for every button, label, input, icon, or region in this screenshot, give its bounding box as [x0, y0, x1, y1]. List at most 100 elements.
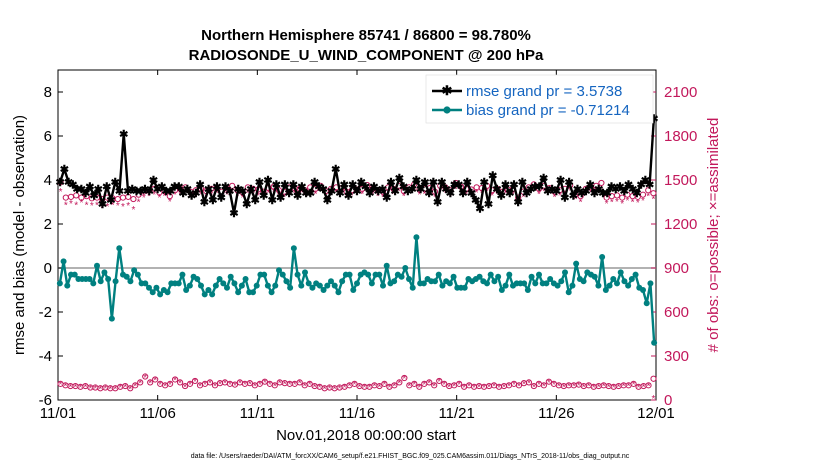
- obs-assimilated-marker: *: [592, 383, 596, 394]
- axis-ticks: 11/01 11/06 11/11 11/16 11/21 11/26 12/01 -6 -4 -…: [39, 70, 697, 422]
- obs-assimilated-marker: *: [627, 382, 631, 393]
- obs-assimilated-marker: *: [647, 382, 651, 393]
- obs-assimilated-marker: *: [225, 190, 229, 201]
- obs-assimilated-marker: *: [79, 198, 83, 209]
- rmse-point: ✱: [649, 113, 658, 125]
- obs-assimilated-marker: *: [116, 201, 120, 212]
- bias-point: [328, 278, 334, 285]
- rmse-point: ✱: [187, 190, 196, 202]
- obs-assimilated-marker: *: [407, 382, 411, 393]
- bias-point: [194, 276, 201, 282]
- obs-assimilated-marker: *: [495, 189, 499, 200]
- obs-assimilated-marker: *: [617, 382, 621, 393]
- obs-assimilated-marker: *: [241, 193, 245, 204]
- bias-point: [651, 339, 658, 346]
- obs-assimilated-marker: *: [567, 382, 571, 393]
- y-right-tick-label: 900: [664, 260, 689, 277]
- bias-point: [484, 280, 490, 287]
- obs-possible-marker: [127, 385, 134, 392]
- obs-assimilated-marker: *: [188, 380, 192, 391]
- obs-assimilated-marker: *: [256, 191, 260, 202]
- obs-assimilated-marker: *: [537, 380, 541, 391]
- bias-point: [101, 269, 108, 276]
- rmse-point: ✱: [501, 179, 510, 191]
- obs-assimilated-marker: *: [268, 380, 272, 391]
- bias-point: [562, 269, 568, 276]
- bias-point: [524, 287, 531, 293]
- bias-point: [558, 278, 565, 285]
- obs-assimilated-marker: *: [278, 379, 282, 390]
- obs-assimilated-marker: *: [602, 382, 606, 393]
- obs-possible-marker: [206, 379, 214, 386]
- obs-possible-marker: [306, 380, 313, 387]
- rmse-point: ✱: [94, 184, 103, 196]
- obs-possible-marker: [426, 379, 433, 386]
- bias-point: [398, 273, 405, 280]
- obs-assimilated-marker: *: [353, 380, 357, 391]
- bias-point: [198, 282, 204, 289]
- rmse-point: ✱: [454, 179, 463, 191]
- obs-assimilated-marker: *: [642, 382, 646, 393]
- rmse-point: ✱: [560, 193, 569, 205]
- rmse-point: ✱: [217, 193, 226, 205]
- rmse-point: ✱: [68, 179, 77, 191]
- bias-point: [268, 289, 275, 296]
- bias-point: [376, 271, 383, 278]
- obs-assimilated-marker: *: [173, 376, 177, 387]
- obs-assimilated-marker: *: [477, 382, 481, 393]
- bias-point: [521, 280, 528, 287]
- rmse-point: ✱: [276, 193, 285, 205]
- obs-assimilated-marker: *: [328, 384, 332, 395]
- obs-assimilated-marker: *: [381, 192, 385, 203]
- bias-point: [532, 280, 539, 287]
- rmse-point: ✱: [590, 188, 599, 200]
- obs-assimilated-marker: *: [521, 192, 525, 203]
- rmse-point: ✱: [166, 186, 175, 198]
- obs-assimilated-marker: *: [138, 379, 142, 390]
- obs-assimilated-marker: *: [93, 384, 97, 395]
- rmse-point: ✱: [391, 186, 400, 198]
- rmse-point: ✱: [72, 184, 81, 196]
- obs-assimilated-marker: *: [178, 379, 182, 390]
- obs-possible-marker: [130, 195, 137, 203]
- obs-assimilated-marker: *: [636, 198, 640, 209]
- bias-point: [647, 280, 654, 287]
- bias-point: [201, 291, 208, 298]
- bias-point: [614, 280, 620, 287]
- obs-possible-marker: [125, 193, 132, 200]
- obs-assimilated-marker: *: [447, 382, 451, 393]
- obs-assimilated-marker: *: [313, 382, 317, 393]
- rmse-point: ✱: [586, 179, 595, 191]
- obs-assimilated-marker: *: [118, 383, 122, 394]
- obs-possible-marker: [613, 192, 621, 199]
- obs-assimilated-marker: *: [492, 382, 496, 393]
- rmse-point: ✱: [234, 184, 243, 196]
- y-axis-left-label: rmse and bias (model - observation): [11, 115, 28, 355]
- obs-assimilated-marker: *: [198, 382, 202, 393]
- bias-point: [368, 280, 375, 287]
- bias-point: [209, 291, 216, 298]
- y-left-tick-label: 2: [44, 216, 52, 233]
- rmse-point: ✱: [323, 195, 332, 207]
- rmse-point: ✱: [509, 179, 518, 191]
- obs-assimilated-marker: *: [308, 380, 312, 391]
- obs-possible-marker: [261, 378, 268, 385]
- obs-assimilated-marker: *: [189, 193, 193, 204]
- obs-assimilated-marker: *: [532, 382, 536, 393]
- obs-assimilated-marker: *: [350, 191, 354, 202]
- obs-assimilated-marker: *: [532, 185, 536, 196]
- obs-possible-marker: [515, 382, 523, 389]
- obs-assimilated-marker: *: [625, 196, 629, 207]
- bias-point: [71, 271, 78, 278]
- obs-assimilated-marker: *: [238, 379, 242, 390]
- bias-point: [498, 287, 505, 293]
- obs-assimilated-marker: *: [248, 379, 252, 390]
- obs-assimilated-marker: *: [131, 205, 135, 216]
- obs-assimilated-marker: *: [199, 190, 203, 201]
- obs-possible-marker: [376, 382, 383, 390]
- obs-assimilated-marker: *: [632, 380, 636, 391]
- obs-assimilated-marker: *: [475, 188, 479, 199]
- bias-point: [380, 282, 386, 289]
- obs-possible-marker: [650, 375, 657, 382]
- rmse-point: ✱: [467, 188, 476, 200]
